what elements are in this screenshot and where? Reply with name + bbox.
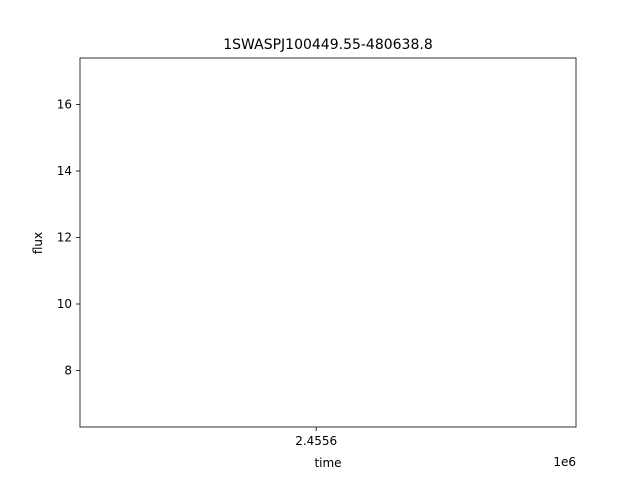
y-tick-label: 8 — [64, 363, 72, 377]
y-axis-ticks: 8 10 12 14 16 — [57, 98, 80, 377]
x-axis-label: time — [314, 456, 341, 470]
y-tick-label: 10 — [57, 297, 72, 311]
plot-frame — [79, 57, 577, 428]
x-tick-label: 2.4556 — [295, 434, 337, 448]
y-tick-label: 12 — [57, 231, 72, 245]
y-axis-label: flux — [31, 232, 45, 254]
y-tick-label: 16 — [57, 98, 72, 112]
chart-title: 1SWASPJ100449.55-480638.8 — [223, 37, 432, 53]
x-axis-offset-label: 1e6 — [553, 455, 576, 469]
x-axis-ticks: 2.45562.45572.45582.45592.45602.4561 — [295, 427, 337, 448]
y-tick-label: 14 — [57, 164, 72, 178]
